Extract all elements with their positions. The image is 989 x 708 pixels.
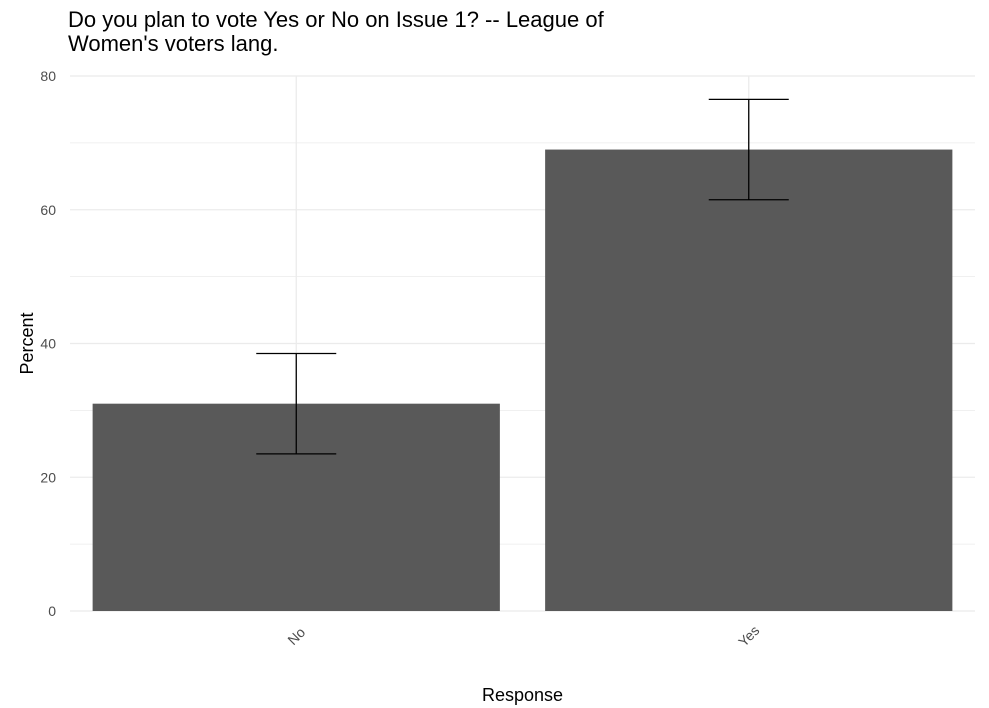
y-tick-label: 60: [40, 202, 56, 218]
chart-title-line: Do you plan to vote Yes or No on Issue 1…: [68, 7, 605, 32]
x-axis-label: Response: [482, 685, 563, 705]
y-tick-label: 80: [40, 68, 56, 84]
y-tick-label: 20: [40, 469, 56, 485]
bar-yes: [545, 149, 953, 611]
x-tick-label-no: No: [284, 624, 308, 648]
chart-title-line: Women's voters lang.: [68, 31, 278, 56]
x-tick-label-yes: Yes: [735, 622, 762, 649]
y-tick-label: 0: [48, 603, 56, 619]
y-axis-label: Percent: [17, 312, 37, 374]
y-tick-label: 40: [40, 336, 56, 352]
